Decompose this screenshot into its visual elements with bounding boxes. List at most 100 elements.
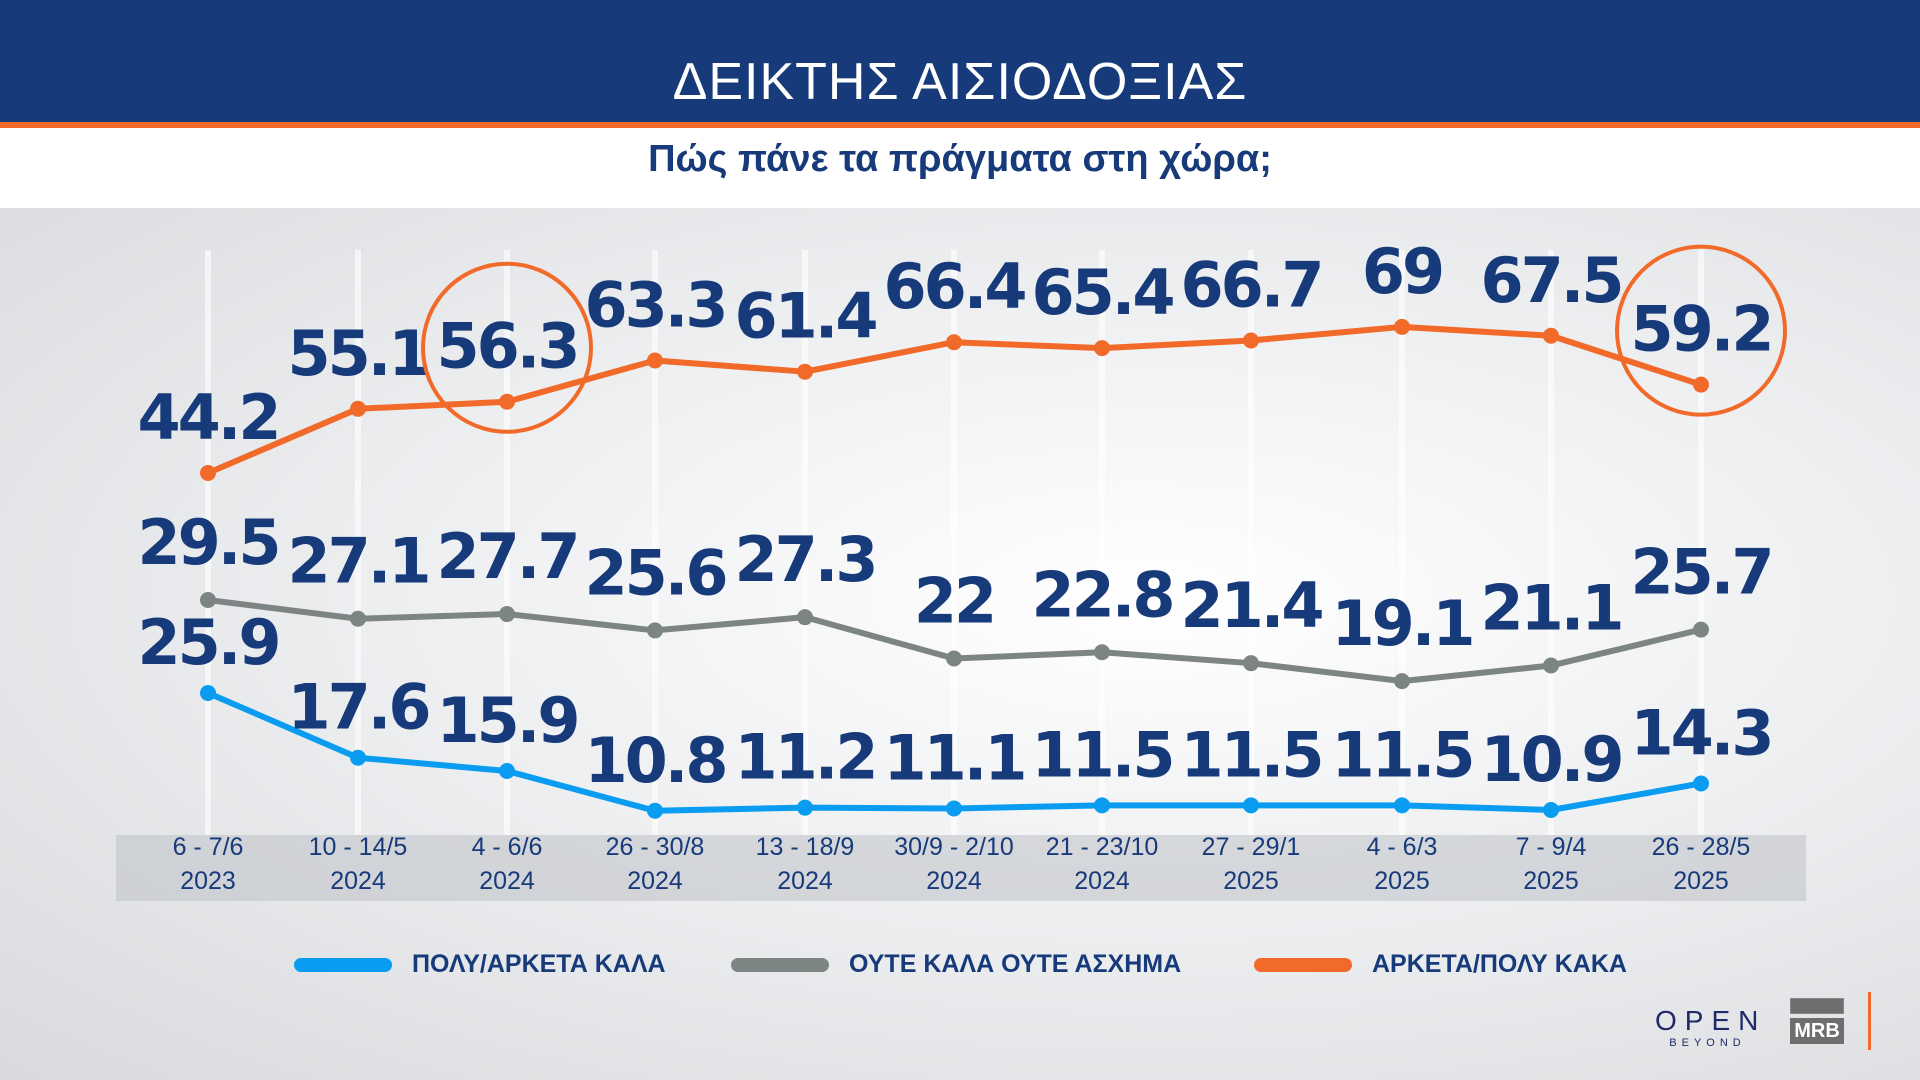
tick-year: 2025 <box>1223 867 1279 895</box>
tick-year: 2025 <box>1523 867 1579 895</box>
data-label: 14.3 <box>1631 696 1772 769</box>
legend-label: ΑΡΚΕΤΑ/ΠΟΛΥ ΚΑΚΑ <box>1372 950 1627 978</box>
date-axis-band <box>116 835 1806 901</box>
highlight-circle <box>1615 244 1787 417</box>
data-label: 10.9 <box>1481 723 1622 796</box>
x-tick-label: 4 - 6/6 2024 <box>427 830 587 898</box>
x-tick-label: 30/9 - 2/10 2024 <box>874 830 1034 898</box>
data-label: 27.1 <box>288 525 429 598</box>
data-point <box>1543 327 1559 344</box>
data-label: 21.1 <box>1481 572 1622 645</box>
data-label: 19.1 <box>1332 587 1473 660</box>
data-label: 17.6 <box>288 671 429 744</box>
page-title: ΔΕΙΚΤΗΣ ΑΙΣΙΟΔΟΞΙΑΣ <box>672 53 1248 111</box>
x-tick-label: 26 - 28/5 2025 <box>1621 830 1781 898</box>
data-point <box>1394 797 1410 814</box>
data-point <box>1693 775 1709 792</box>
data-label: 10.8 <box>585 724 726 797</box>
data-label: 56.3 <box>437 310 578 383</box>
data-label: 67.5 <box>1481 244 1622 317</box>
data-point <box>647 352 663 369</box>
subtitle-band <box>0 128 1920 208</box>
data-point <box>797 609 813 626</box>
tick-year: 2025 <box>1673 867 1729 895</box>
tick-year: 2025 <box>1374 867 1430 895</box>
data-label: 25.6 <box>585 536 726 609</box>
x-tick-label: 26 - 30/8 2024 <box>575 830 735 898</box>
x-tick-label: 21 - 23/10 2024 <box>1022 830 1182 898</box>
open-logo-text: OPEN <box>1655 1005 1767 1036</box>
tick-date: 7 - 9/4 <box>1515 833 1587 861</box>
data-label: 55.1 <box>288 317 429 390</box>
data-point <box>1243 655 1259 672</box>
data-label: 65.4 <box>1032 256 1174 329</box>
data-point <box>1243 332 1259 349</box>
data-point <box>499 606 515 623</box>
data-point <box>647 802 663 819</box>
tick-year: 2024 <box>1074 867 1130 895</box>
data-label: 11.5 <box>1332 718 1473 791</box>
data-point <box>200 465 216 481</box>
data-label: 44.2 <box>138 381 279 454</box>
x-tick-label: 4 - 6/3 2025 <box>1322 830 1482 898</box>
legend-item-neutral: ΟΥΤΕ ΚΑΛΑ ΟΥΤΕ ΑΣΧΗΜΑ <box>731 950 1181 979</box>
x-tick-label: 13 - 18/9 2024 <box>725 830 885 898</box>
logo-divider <box>1868 992 1871 1050</box>
data-label: 27.7 <box>437 520 578 593</box>
data-label: 11.1 <box>884 721 1025 794</box>
data-point <box>647 622 663 639</box>
data-point <box>350 749 366 766</box>
tick-date: 13 - 18/9 <box>755 833 855 861</box>
data-label: 11.5 <box>1181 718 1322 791</box>
data-point <box>1094 644 1110 661</box>
tick-date: 4 - 6/3 <box>1366 833 1438 861</box>
tick-date: 30/9 - 2/10 <box>894 833 1014 861</box>
x-tick-label: 27 - 29/1 2025 <box>1171 830 1331 898</box>
data-label: 25.9 <box>138 606 279 679</box>
data-point <box>1094 340 1110 357</box>
tick-date: 10 - 14/5 <box>308 833 408 861</box>
data-label: 25.7 <box>1631 536 1772 609</box>
tick-date: 26 - 28/5 <box>1651 833 1751 861</box>
legend-swatch-neutral <box>731 957 829 972</box>
data-label: 66.4 <box>884 250 1026 323</box>
tick-date: 21 - 23/10 <box>1045 833 1159 861</box>
highlight-circle <box>421 261 593 434</box>
legend-swatch-good <box>294 957 392 972</box>
data-point <box>1693 376 1709 393</box>
data-label: 63.3 <box>585 269 726 342</box>
data-point <box>1094 797 1110 814</box>
tick-date: 4 - 6/6 <box>471 833 543 861</box>
tick-year: 2024 <box>627 867 683 895</box>
data-point <box>797 363 813 380</box>
data-label: 69 <box>1362 235 1442 308</box>
data-point <box>1693 621 1709 638</box>
data-point <box>1543 657 1559 674</box>
data-label: 22.8 <box>1032 558 1173 631</box>
data-point <box>350 400 366 417</box>
data-label: 15.9 <box>437 684 578 757</box>
legend-label: ΠΟΛΥ/ΑΡΚΕΤΑ ΚΑΛΑ <box>412 950 666 978</box>
data-point <box>350 610 366 627</box>
data-label: 29.5 <box>138 506 279 579</box>
data-point <box>946 650 962 667</box>
header-bar <box>0 0 1920 128</box>
open-logo: OPEN BEYOND <box>1655 1005 1760 1049</box>
legend-label: ΟΥΤΕ ΚΑΛΑ ΟΥΤΕ ΑΣΧΗΜΑ <box>849 950 1182 978</box>
data-label: 21.4 <box>1181 569 1323 642</box>
data-label: 27.3 <box>735 523 876 596</box>
legend-item-good: ΠΟΛΥ/ΑΡΚΕΤΑ ΚΑΛΑ <box>294 950 666 979</box>
legend-swatch-bad <box>1254 957 1352 972</box>
x-tick-label: 6 - 7/6 2023 <box>128 830 288 898</box>
data-point <box>200 685 216 701</box>
mrb-logo: MRB <box>1790 998 1844 1044</box>
tick-date: 26 - 30/8 <box>605 833 705 861</box>
tick-year: 2024 <box>777 867 833 895</box>
data-label: 61.4 <box>735 280 877 353</box>
data-point <box>946 334 962 351</box>
tick-date: 27 - 29/1 <box>1201 833 1301 861</box>
open-logo-subtext: BEYOND <box>1669 1037 1746 1049</box>
tick-year: 2024 <box>479 867 535 895</box>
data-label: 66.7 <box>1181 248 1322 321</box>
